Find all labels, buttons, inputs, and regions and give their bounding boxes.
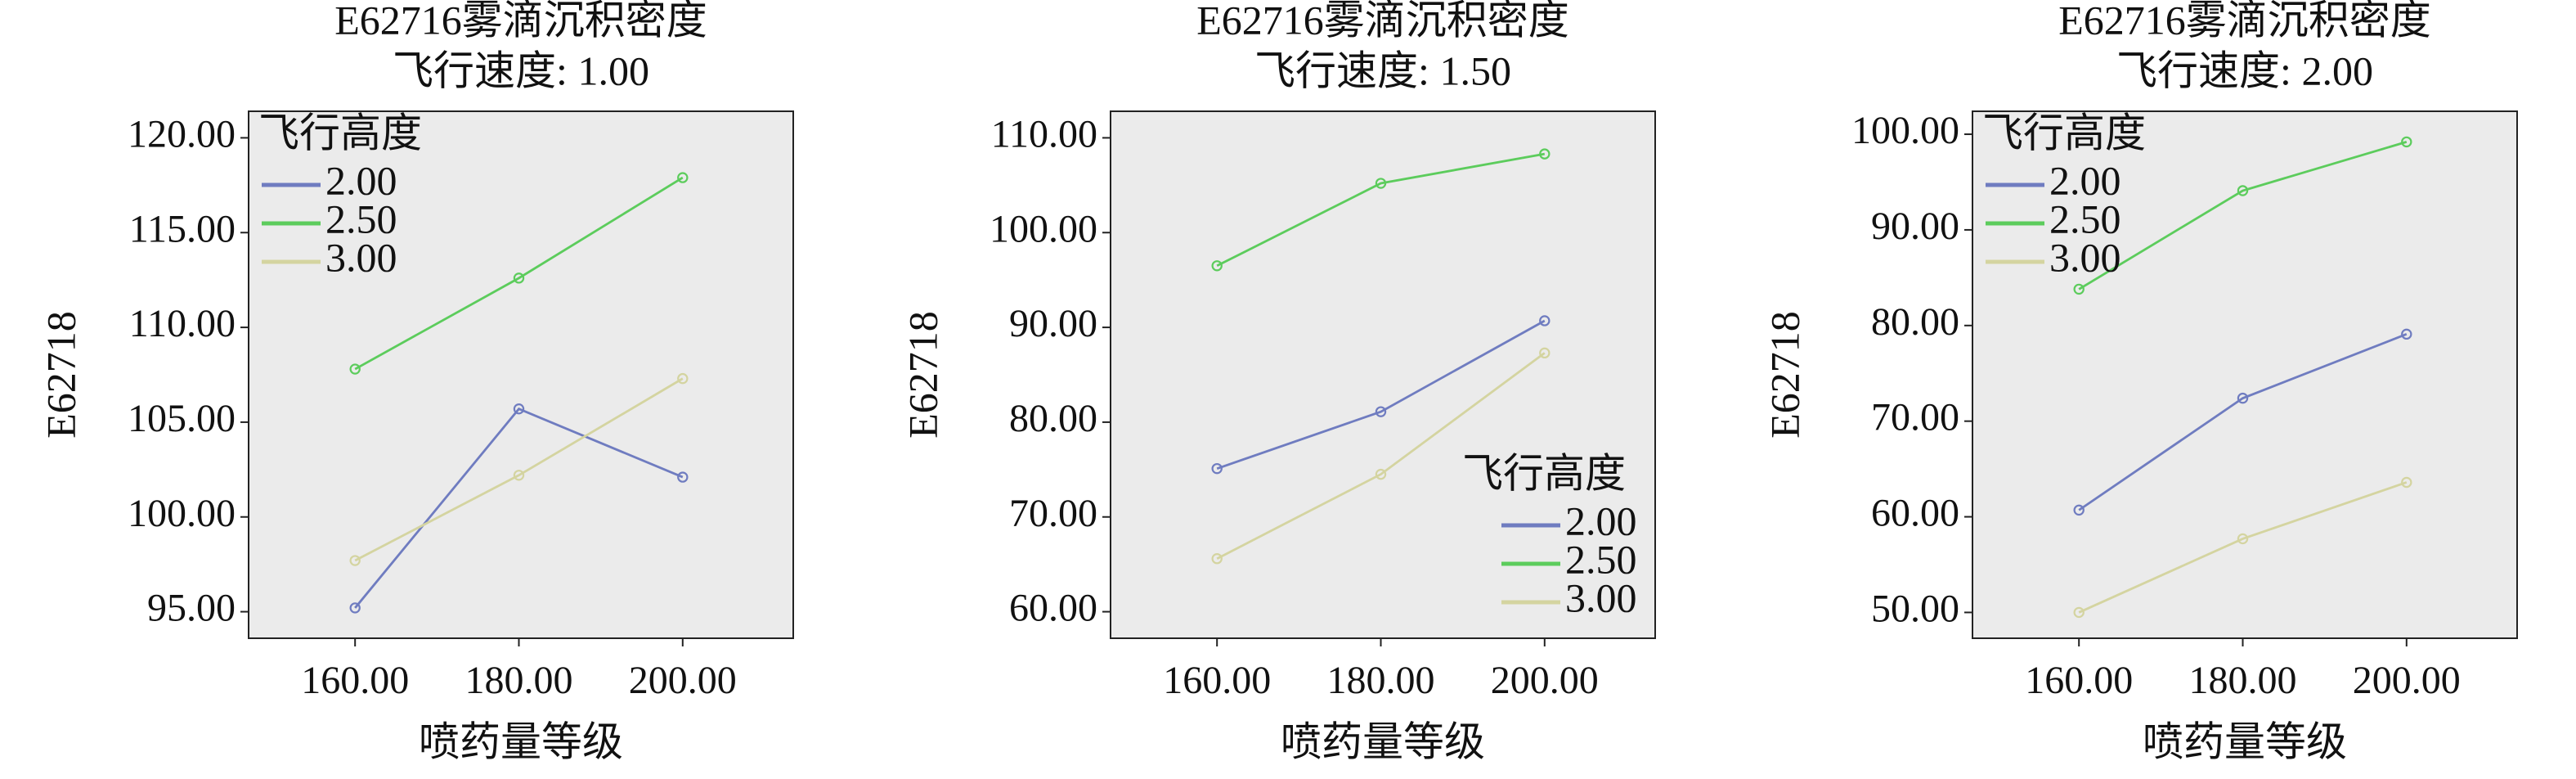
- y-axis-label: E62718: [1761, 311, 1807, 439]
- point-marker: [2073, 283, 2085, 295]
- point-marker: [677, 471, 689, 483]
- y-tick-label: 80.00: [1009, 397, 1097, 440]
- x-tick-label: 160.00: [2025, 659, 2133, 702]
- legend-label: 2.00: [2049, 157, 2121, 203]
- point-marker: [1375, 178, 1387, 189]
- y-tick-label: 90.00: [1009, 302, 1097, 345]
- y-tick-label: 115.00: [129, 207, 236, 250]
- x-tick-label: 180.00: [464, 659, 572, 702]
- series-line: [354, 377, 684, 562]
- point-marker: [2073, 606, 2085, 619]
- point-marker: [1539, 148, 1551, 160]
- point-marker: [513, 403, 525, 415]
- series-line: [2078, 481, 2408, 614]
- series-line: [2078, 141, 2408, 290]
- y-tick-label: 100.00: [990, 207, 1097, 250]
- legend-label: 3.00: [2049, 234, 2121, 280]
- point-marker: [2073, 504, 2085, 516]
- y-tick-label: 50.00: [1871, 587, 1959, 630]
- chart-subtitle: 飞行速度: 1.50: [1254, 47, 1511, 93]
- point-marker: [2401, 328, 2412, 340]
- chart-title: E62716雾滴沉积密度: [1196, 0, 1569, 43]
- y-tick-label: 110.00: [129, 302, 236, 345]
- legend-label: 2.00: [325, 157, 397, 203]
- legend-label: 3.00: [1565, 574, 1637, 620]
- point-marker: [677, 172, 689, 183]
- point-marker: [349, 555, 361, 566]
- point-marker: [349, 602, 361, 614]
- chart-title: E62716雾滴沉积密度: [334, 0, 707, 43]
- y-tick-label: 70.00: [1871, 396, 1959, 439]
- point-marker: [513, 470, 525, 481]
- legend-label: 2.00: [1565, 498, 1637, 543]
- legend-title: 飞行高度: [1462, 450, 1626, 496]
- y-tick-label: 100.00: [128, 492, 236, 535]
- series-line: [1216, 319, 1546, 470]
- legend-label: 2.50: [1565, 536, 1637, 582]
- plot-area: [1972, 110, 2518, 639]
- x-tick-label: 160.00: [301, 659, 409, 702]
- x-tick-label: 200.00: [2353, 659, 2461, 702]
- point-marker: [2237, 185, 2249, 196]
- point-marker: [1539, 347, 1551, 359]
- y-tick-label: 70.00: [1009, 492, 1097, 535]
- x-tick-label: 200.00: [629, 659, 737, 702]
- chart-title: E62716雾滴沉积密度: [2058, 0, 2431, 43]
- series-line: [1216, 152, 1546, 268]
- x-axis-label: 喷药量等级: [2143, 718, 2347, 764]
- point-marker: [513, 272, 525, 284]
- x-tick-label: 180.00: [2188, 659, 2296, 702]
- point-marker: [1211, 260, 1223, 272]
- legend-label: 3.00: [325, 234, 397, 280]
- point-marker: [2401, 476, 2412, 489]
- x-axis-label: 喷药量等级: [419, 718, 623, 764]
- series-line: [2078, 333, 2408, 511]
- y-tick-label: 90.00: [1871, 205, 1959, 248]
- point-marker: [2401, 136, 2412, 148]
- y-tick-label: 110.00: [991, 112, 1097, 155]
- point-marker: [1211, 553, 1223, 565]
- y-tick-label: 60.00: [1871, 492, 1959, 535]
- y-axis-label: E62718: [38, 311, 83, 439]
- y-axis-label: E62718: [900, 311, 945, 439]
- legend-title: 飞行高度: [258, 110, 422, 155]
- point-marker: [1375, 406, 1387, 417]
- chart-subtitle: 飞行速度: 2.00: [2116, 47, 2373, 93]
- point-marker: [2237, 533, 2249, 545]
- y-tick-label: 105.00: [128, 397, 236, 440]
- legend-label: 2.50: [325, 196, 397, 241]
- y-tick-label: 60.00: [1009, 587, 1097, 630]
- point-marker: [1375, 468, 1387, 480]
- y-tick-label: 120.00: [128, 112, 236, 155]
- y-tick-label: 100.00: [1851, 109, 1959, 152]
- point-marker: [1539, 315, 1551, 326]
- x-axis-label: 喷药量等级: [1281, 718, 1485, 764]
- point-marker: [349, 363, 361, 375]
- x-tick-label: 160.00: [1163, 659, 1271, 702]
- legend-label: 2.50: [2049, 196, 2121, 241]
- point-marker: [677, 372, 689, 385]
- legend-title: 飞行高度: [1982, 110, 2146, 155]
- plot-area: [248, 110, 794, 639]
- plot-area: [1110, 110, 1656, 639]
- chart-subtitle: 飞行速度: 1.00: [393, 47, 649, 93]
- y-tick-label: 80.00: [1871, 300, 1959, 344]
- point-marker: [1211, 462, 1223, 475]
- series-line: [354, 176, 684, 371]
- series-line: [354, 408, 684, 609]
- x-tick-label: 180.00: [1326, 659, 1434, 702]
- series-line: [1216, 352, 1546, 560]
- point-marker: [2237, 392, 2249, 404]
- x-tick-label: 200.00: [1491, 659, 1599, 702]
- y-tick-label: 95.00: [147, 587, 236, 630]
